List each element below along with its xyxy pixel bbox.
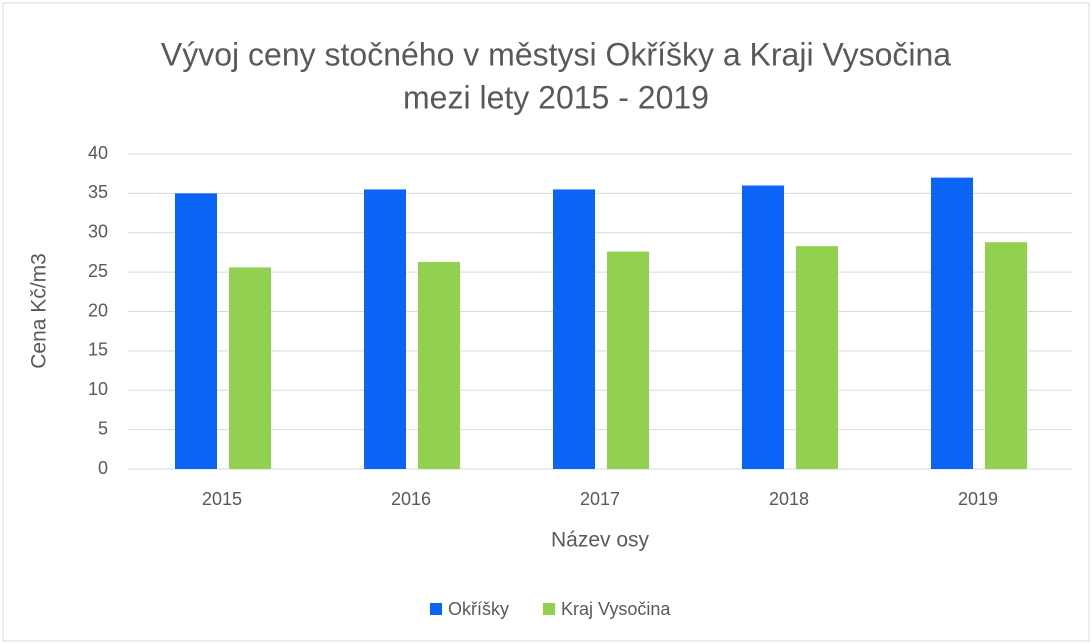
bar [364, 189, 406, 469]
x-axis-label: Název osy [551, 529, 650, 552]
bar [418, 261, 460, 469]
bar [229, 267, 271, 469]
y-tick-label: 5 [98, 418, 108, 438]
bar [742, 185, 784, 469]
bar [931, 177, 973, 469]
legend-label: Kraj Vysočina [561, 599, 671, 619]
x-tick-label: 2017 [580, 489, 620, 509]
bar [607, 251, 649, 469]
y-tick-label: 25 [88, 261, 108, 281]
y-tick-label: 35 [88, 182, 108, 202]
y-tick-label: 15 [88, 340, 108, 360]
y-tick-label: 0 [98, 458, 108, 478]
y-tick-label: 30 [88, 222, 108, 242]
x-tick-label: 2015 [202, 489, 242, 509]
legend-swatch [430, 603, 442, 615]
x-tick-label: 2016 [391, 489, 431, 509]
bar [796, 246, 838, 469]
bar [553, 189, 595, 469]
chart-title: mezi lety 2015 - 2019 [403, 79, 709, 115]
y-tick-label: 10 [88, 379, 108, 399]
x-tick-label: 2018 [769, 489, 809, 509]
chart-title: Vývoj ceny stočného v městysi Okříšky a … [161, 36, 951, 72]
y-axis-label: Cena Kč/m3 [28, 253, 51, 369]
x-tick-label: 2019 [958, 489, 998, 509]
y-tick-label: 20 [88, 300, 108, 320]
bar [985, 242, 1027, 469]
y-tick-label: 40 [88, 143, 108, 163]
legend-label: Okříšky [448, 599, 509, 619]
bar [175, 193, 217, 469]
legend-swatch [543, 603, 555, 615]
